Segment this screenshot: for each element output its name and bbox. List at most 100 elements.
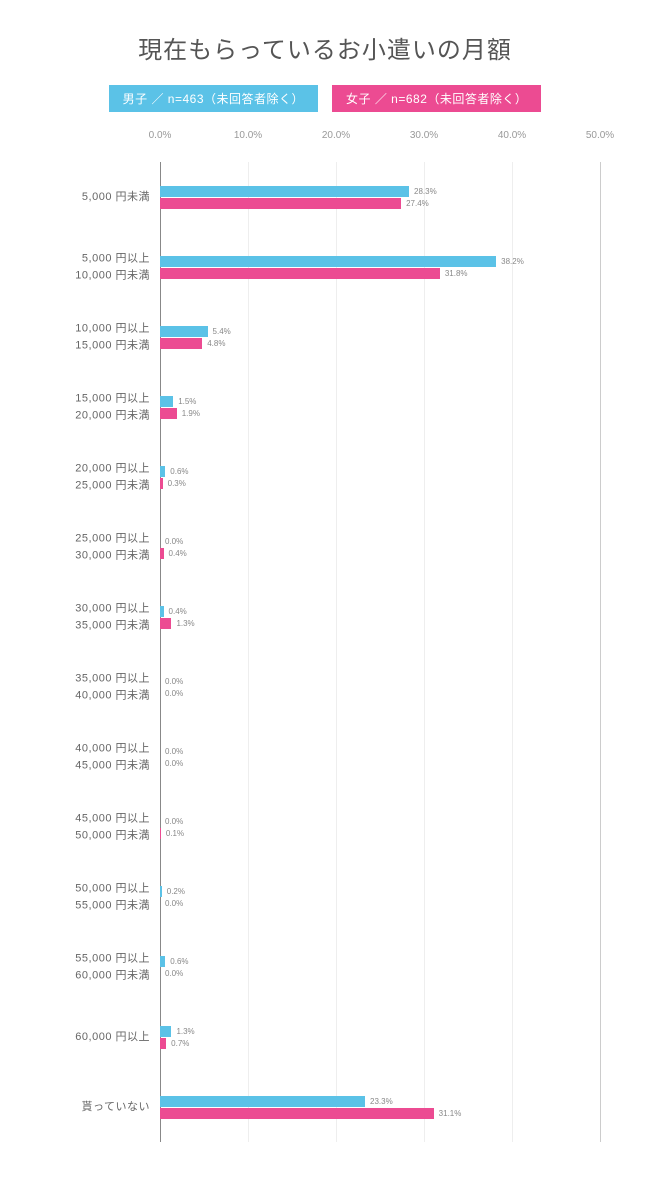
x-axis: 0.0%10.0%20.0%30.0%40.0%50.0% xyxy=(160,130,600,150)
bar-value-female: 31.8% xyxy=(445,269,468,278)
category-label: 貰っていない xyxy=(12,1099,150,1116)
bar-value-male: 0.0% xyxy=(165,537,183,546)
bar-row-male: 0.4% xyxy=(160,606,600,617)
legend-item-male: 男子 ／ n=463（未回答者除く） xyxy=(109,85,318,112)
bar-value-male: 38.2% xyxy=(501,257,524,266)
gridline xyxy=(600,162,601,1142)
bar-value-female: 0.1% xyxy=(166,829,184,838)
bar-value-male: 0.4% xyxy=(169,607,187,616)
bar-value-male: 28.3% xyxy=(414,187,437,196)
x-axis-tick-label: 0.0% xyxy=(149,130,172,141)
bar-value-female: 0.4% xyxy=(169,549,187,558)
bar-row-female: 1.9% xyxy=(160,408,600,419)
category-label: 50,000 円以上55,000 円未満 xyxy=(12,881,150,914)
bar-female xyxy=(160,1038,166,1049)
bar-male xyxy=(160,326,208,337)
bar-row-female: 0.1% xyxy=(160,828,600,839)
category-group: 60,000 円以上1.3%0.7% xyxy=(160,1002,600,1072)
category-label: 35,000 円以上40,000 円未満 xyxy=(12,671,150,704)
bar-row-male: 38.2% xyxy=(160,256,600,267)
bar-row-female: 0.4% xyxy=(160,548,600,559)
bar-female xyxy=(160,618,171,629)
bar-row-male: 0.6% xyxy=(160,466,600,477)
bar-value-female: 0.0% xyxy=(165,689,183,698)
bar-row-male: 1.5% xyxy=(160,396,600,407)
bar-male xyxy=(160,956,165,967)
bar-male xyxy=(160,256,496,267)
bar-female xyxy=(160,478,163,489)
category-group: 35,000 円以上40,000 円未満0.0%0.0% xyxy=(160,652,600,722)
bar-female xyxy=(160,338,202,349)
category-group: 貰っていない23.3%31.1% xyxy=(160,1072,600,1142)
bar-value-male: 0.2% xyxy=(167,887,185,896)
category-group: 45,000 円以上50,000 円未満0.0%0.1% xyxy=(160,792,600,862)
legend: 男子 ／ n=463（未回答者除く） 女子 ／ n=682（未回答者除く） xyxy=(20,85,630,112)
bar-value-female: 27.4% xyxy=(406,199,429,208)
category-label: 5,000 円未満 xyxy=(12,189,150,206)
bar-row-female: 1.3% xyxy=(160,618,600,629)
bar-row-female: 0.3% xyxy=(160,478,600,489)
bar-male xyxy=(160,1096,365,1107)
bar-value-male: 0.0% xyxy=(165,817,183,826)
plot-area: 0.0%10.0%20.0%30.0%40.0%50.0% 5,000 円未満2… xyxy=(160,130,600,1142)
bar-female xyxy=(160,1108,434,1119)
bar-row-female: 31.1% xyxy=(160,1108,600,1119)
bar-male xyxy=(160,606,164,617)
category-label: 60,000 円以上 xyxy=(12,1029,150,1046)
bar-value-male: 1.5% xyxy=(178,397,196,406)
bar-row-female: 4.8% xyxy=(160,338,600,349)
legend-item-female: 女子 ／ n=682（未回答者除く） xyxy=(332,85,541,112)
bar-row-male: 1.3% xyxy=(160,1026,600,1037)
category-label: 40,000 円以上45,000 円未満 xyxy=(12,741,150,774)
bar-value-female: 1.9% xyxy=(182,409,200,418)
category-group: 5,000 円未満28.3%27.4% xyxy=(160,162,600,232)
category-group: 25,000 円以上30,000 円未満0.0%0.4% xyxy=(160,512,600,582)
bar-value-male: 1.3% xyxy=(176,1027,194,1036)
bar-row-female: 31.8% xyxy=(160,268,600,279)
bar-value-female: 0.0% xyxy=(165,899,183,908)
category-group: 20,000 円以上25,000 円未満0.6%0.3% xyxy=(160,442,600,512)
bar-value-male: 0.6% xyxy=(170,957,188,966)
bar-value-female: 0.3% xyxy=(168,479,186,488)
bar-row-male: 0.6% xyxy=(160,956,600,967)
chart-title: 現在もらっているお小遣いの月額 xyxy=(20,30,630,65)
bar-row-female: 0.0% xyxy=(160,898,600,909)
category-group: 10,000 円以上15,000 円未満5.4%4.8% xyxy=(160,302,600,372)
bar-male xyxy=(160,466,165,477)
bar-female xyxy=(160,408,177,419)
category-group: 30,000 円以上35,000 円未満0.4%1.3% xyxy=(160,582,600,652)
category-label: 45,000 円以上50,000 円未満 xyxy=(12,811,150,844)
bar-value-female: 0.7% xyxy=(171,1039,189,1048)
bar-value-female: 0.0% xyxy=(165,969,183,978)
bar-row-female: 0.7% xyxy=(160,1038,600,1049)
bar-row-male: 0.2% xyxy=(160,886,600,897)
bar-row-male: 28.3% xyxy=(160,186,600,197)
bar-female xyxy=(160,268,440,279)
bar-male xyxy=(160,886,162,897)
bar-value-female: 0.0% xyxy=(165,759,183,768)
bar-male xyxy=(160,1026,171,1037)
x-axis-tick-label: 40.0% xyxy=(498,130,526,141)
category-label: 15,000 円以上20,000 円未満 xyxy=(12,391,150,424)
category-label: 20,000 円以上25,000 円未満 xyxy=(12,461,150,494)
bar-value-male: 0.0% xyxy=(165,747,183,756)
category-group: 15,000 円以上20,000 円未満1.5%1.9% xyxy=(160,372,600,442)
category-label: 25,000 円以上30,000 円未満 xyxy=(12,531,150,564)
bars-area: 5,000 円未満28.3%27.4%5,000 円以上10,000 円未満38… xyxy=(160,162,600,1142)
category-group: 5,000 円以上10,000 円未満38.2%31.8% xyxy=(160,232,600,302)
bar-row-female: 27.4% xyxy=(160,198,600,209)
category-group: 50,000 円以上55,000 円未満0.2%0.0% xyxy=(160,862,600,932)
category-label: 55,000 円以上60,000 円未満 xyxy=(12,951,150,984)
bar-female xyxy=(160,198,401,209)
bar-female xyxy=(160,828,161,839)
category-label: 10,000 円以上15,000 円未満 xyxy=(12,321,150,354)
bar-value-female: 1.3% xyxy=(176,619,194,628)
bar-value-female: 4.8% xyxy=(207,339,225,348)
bar-row-male: 0.0% xyxy=(160,746,600,757)
bar-male xyxy=(160,186,409,197)
chart-container: 現在もらっているお小遣いの月額 男子 ／ n=463（未回答者除く） 女子 ／ … xyxy=(0,0,650,1182)
bar-female xyxy=(160,548,164,559)
bar-value-male: 23.3% xyxy=(370,1097,393,1106)
bar-value-male: 5.4% xyxy=(213,327,231,336)
bar-row-male: 23.3% xyxy=(160,1096,600,1107)
